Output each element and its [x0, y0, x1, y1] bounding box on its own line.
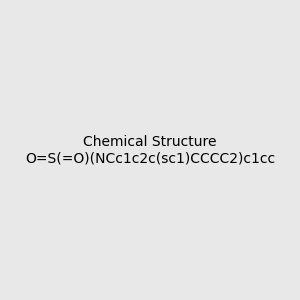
Text: Chemical Structure
O=S(=O)(NCc1c2c(sc1)CCCC2)c1cc: Chemical Structure O=S(=O)(NCc1c2c(sc1)C…: [25, 135, 275, 165]
